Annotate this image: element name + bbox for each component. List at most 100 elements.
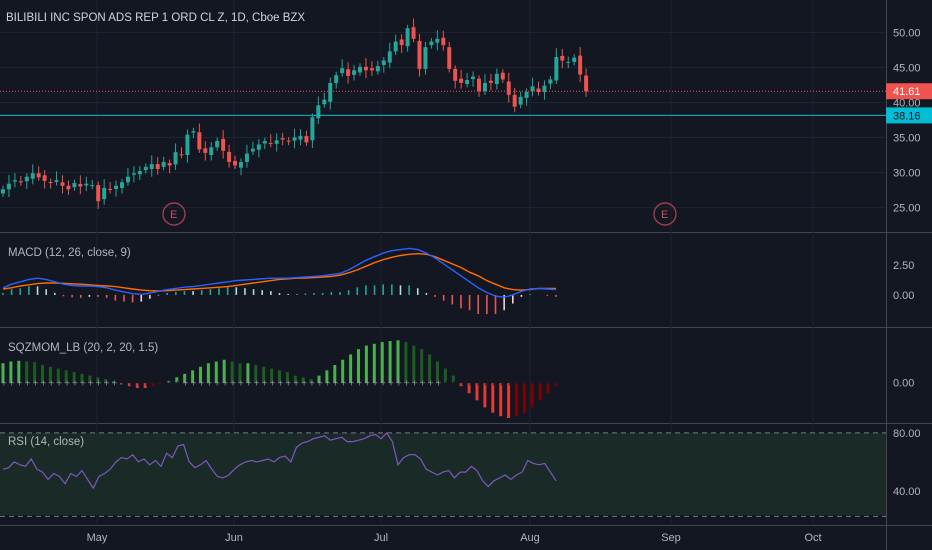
candle-body — [114, 185, 119, 189]
candle-body — [96, 185, 101, 202]
candle-body — [54, 180, 59, 182]
sqzmom-dot: + — [127, 379, 134, 388]
sqzmom-dot: + — [253, 379, 260, 388]
candle-body — [197, 132, 202, 150]
level-label: 38.16 — [893, 110, 921, 122]
rsi-tick-label: 80.00 — [893, 428, 921, 440]
sqzmom-dot: + — [356, 379, 363, 388]
sqzmom-dot: + — [443, 379, 450, 388]
candle-body — [262, 141, 267, 144]
candle-body — [441, 37, 446, 46]
sqzmom-dot: + — [135, 379, 142, 388]
sqzmom-dot: + — [403, 379, 410, 388]
candle-body — [161, 162, 166, 167]
sqzmom-dot: + — [48, 379, 55, 388]
sqzmom-dot: + — [554, 379, 561, 388]
earnings-marker — [653, 202, 677, 226]
sqzmom-dot: + — [467, 379, 474, 388]
sqzmom-dot: + — [482, 379, 489, 388]
candle-body — [447, 47, 452, 69]
last-price-label: 41.61 — [893, 86, 921, 98]
sqzmom-dot: + — [506, 379, 513, 388]
candle-body — [548, 79, 553, 84]
sqzmom-dot: + — [16, 379, 23, 388]
candle-body — [423, 47, 428, 69]
candle-body — [179, 154, 184, 156]
candle-body — [477, 78, 481, 92]
sqzmom-dot: + — [182, 379, 189, 388]
sqzmom-dot: + — [324, 379, 331, 388]
sqzmom-dot: + — [87, 379, 94, 388]
sqzmom-dot: + — [388, 379, 395, 388]
candle-body — [542, 85, 547, 92]
candle-body — [518, 96, 523, 105]
sqzmom-dot: + — [340, 379, 347, 388]
candle-body — [30, 173, 35, 179]
sqzmom-dot: + — [490, 379, 497, 388]
sqzmom-dot: + — [198, 379, 205, 388]
candle-body — [292, 137, 297, 141]
sqzmom-dot: + — [24, 379, 31, 388]
candle-body — [6, 183, 11, 190]
sqzmom-dot: + — [103, 379, 110, 388]
x-axis-month-label: Sep — [661, 532, 681, 544]
sqzmom-dot: + — [32, 379, 39, 388]
sqzmom-dot: + — [372, 379, 379, 388]
sqzmom-dot: + — [348, 379, 355, 388]
candle-body — [346, 69, 351, 76]
sqzmom-dot: + — [56, 379, 63, 388]
sqzmom-dot: + — [222, 379, 229, 388]
candle-body — [298, 136, 303, 140]
candle-body — [465, 80, 470, 84]
sqzmom-dot: + — [396, 379, 403, 388]
sqzmom-dot: + — [522, 379, 529, 388]
sqzmom-dot: + — [317, 379, 324, 388]
candle-body — [244, 153, 249, 162]
candle-body — [233, 160, 238, 166]
candle-body — [578, 55, 583, 75]
candle-body — [554, 57, 559, 81]
candle-body — [530, 86, 535, 91]
candle-body — [280, 138, 285, 140]
sqzmom-dot: + — [380, 379, 387, 388]
candle-body — [48, 181, 53, 183]
sqzmom-dot: + — [143, 379, 150, 388]
candle-body — [90, 185, 95, 187]
sqzmom-dot: + — [174, 379, 181, 388]
x-axis-month-label: Aug — [520, 532, 540, 544]
candle-body — [102, 187, 107, 200]
sqzmom-dot: + — [230, 379, 237, 388]
candle-body — [239, 162, 243, 168]
candle-body — [358, 66, 362, 73]
sqzmom-dot: + — [427, 379, 434, 388]
candle-body — [304, 136, 309, 143]
candle-body — [310, 117, 315, 141]
candle-body — [435, 38, 440, 43]
candle-body — [352, 70, 357, 75]
candle-body — [429, 41, 434, 46]
candle-body — [316, 105, 321, 119]
candle-body — [381, 60, 386, 66]
sqzmom-dot: + — [419, 379, 426, 388]
candle-body — [191, 131, 196, 133]
price-tick-label: 35.00 — [893, 133, 921, 145]
candle-body — [500, 72, 505, 80]
sqzmom-dot: + — [151, 379, 158, 388]
candle-body — [78, 184, 83, 187]
x-axis-month-label: Oct — [804, 532, 821, 544]
candle-body — [506, 81, 511, 95]
sqzmom-dot: + — [309, 379, 316, 388]
candle-body — [131, 173, 136, 175]
candle-body — [60, 182, 65, 186]
sqzmom-dot: + — [269, 379, 276, 388]
candle-body — [459, 78, 464, 83]
candle-body — [560, 55, 565, 61]
sqzmom-dot: + — [530, 379, 537, 388]
macd-signal-line — [2, 252, 556, 292]
macd-tick-label: 0.00 — [893, 290, 914, 302]
candle-body — [18, 181, 23, 183]
sqzmom-dot: + — [8, 379, 15, 388]
candle-body — [405, 28, 410, 47]
sqzmom-dot: + — [301, 379, 308, 388]
